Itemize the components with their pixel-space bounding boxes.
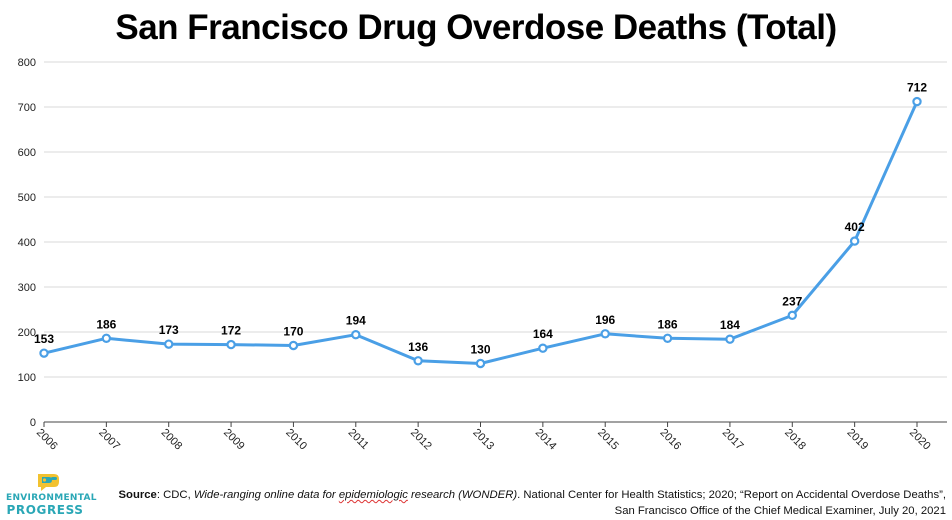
data-label: 186 [96,317,116,331]
y-tick-label: 300 [18,282,36,294]
x-tick-label: 2020 [907,427,933,453]
data-point [288,340,299,351]
x-tick-label: 2008 [159,427,185,453]
data-point [39,348,49,358]
data-label: 237 [782,294,802,308]
x-tick-label: 2007 [96,427,122,453]
environmental-progress-logo: ENVIRONMENTAL PROGRESS [6,470,106,518]
source-rest: . National Center for Health Statistics;… [517,489,946,517]
y-tick-label: 400 [18,237,36,249]
x-tick-label: 2014 [533,427,559,453]
data-point [351,330,361,340]
x-tick-label: 2011 [346,427,371,452]
x-tick-label: 2009 [221,427,247,453]
data-label: 173 [159,323,179,337]
data-point [662,333,673,343]
x-tick-label: 2019 [845,427,871,453]
source-label: Source [118,489,157,501]
data-label: 402 [845,220,865,234]
source-note: Source: CDC, Wide-ranging online data fo… [96,487,946,519]
source-italic-3: research (WONDER) [407,489,518,501]
x-tick-label: 2010 [283,427,309,453]
data-label: 194 [346,314,366,328]
data-point [226,339,236,350]
data-point [101,333,112,343]
data-point [725,334,735,344]
data-point [475,358,486,369]
data-label: 164 [533,327,553,341]
x-tick-label: 2017 [720,427,746,453]
ep-speech-bubble-icon [38,474,59,491]
line-chart: 0 100 200 300 400 500 600 700 800 2006 2007 2008 200… [18,57,947,453]
data-point [413,356,423,366]
source-italic-1: Wide-ranging online data for [193,489,339,501]
x-tick-label: 2012 [408,427,434,453]
y-tick-label: 500 [18,192,36,204]
data-label: 153 [34,332,54,346]
y-tick-label: 200 [18,327,36,339]
data-label: 712 [907,81,927,95]
x-tick-label: 2006 [34,427,60,453]
data-point [538,343,548,353]
data-label: 184 [720,318,740,332]
data-label: 130 [470,343,490,357]
data-label: 170 [283,325,303,339]
x-tick-label: 2018 [782,427,808,453]
y-tick-label: 0 [30,417,36,429]
logo-text-line2: PROGRESS [6,503,84,517]
chart-title: San Francisco Drug Overdose Deaths (Tota… [115,8,837,47]
x-tick-label: 2015 [595,427,621,453]
source-italic-2: epidemiologic [338,489,408,501]
data-label: 196 [595,313,615,327]
data-point [912,96,922,107]
data-label: 186 [658,317,678,331]
y-tick-label: 600 [18,147,36,159]
y-tick-label: 700 [18,102,36,114]
data-point [849,236,860,246]
x-tick-label: 2013 [470,427,496,453]
logo-text-line1: ENVIRONMENTAL [6,493,97,503]
data-label: 172 [221,324,241,338]
y-tick-label: 100 [18,372,36,384]
data-point [787,310,797,321]
source-prefix: : CDC, [156,489,194,501]
data-label: 136 [408,340,428,354]
x-tick-label: 2016 [657,427,683,453]
y-tick-label: 800 [18,57,36,69]
data-point [164,339,174,349]
data-point [600,329,610,339]
